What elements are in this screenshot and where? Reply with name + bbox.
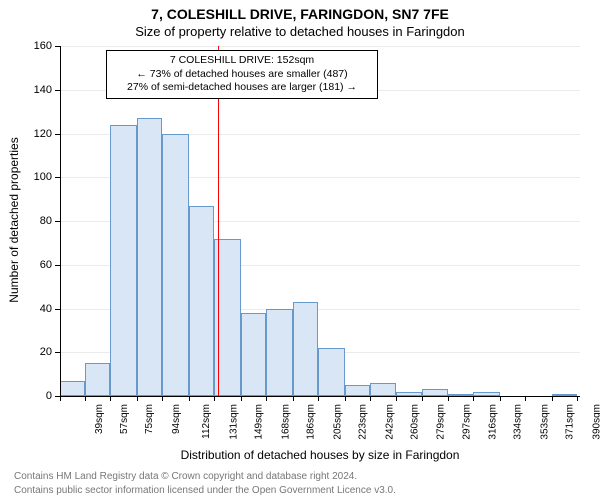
x-tick-label: 149sqm — [254, 404, 265, 440]
y-axis-title: Number of detached properties — [7, 45, 21, 395]
x-tick-label: 186sqm — [306, 404, 317, 440]
chart-title-address: 7, COLESHILL DRIVE, FARINGDON, SN7 7FE — [0, 6, 600, 22]
property-annotation: 7 COLESHILL DRIVE: 152sqm ← 73% of detac… — [106, 50, 378, 99]
y-tick-label: 40 — [26, 303, 52, 315]
x-tick-label: 112sqm — [201, 404, 212, 439]
x-tick-label: 334sqm — [513, 404, 524, 440]
annotation-line-1: 7 COLESHILL DRIVE: 152sqm — [113, 54, 371, 68]
histogram-bar — [318, 348, 345, 396]
x-tick-label: 242sqm — [384, 404, 395, 440]
x-tick-label: 223sqm — [357, 404, 368, 440]
y-tick-label: 120 — [26, 128, 52, 140]
histogram-bar — [60, 381, 85, 396]
y-tick-label: 0 — [26, 390, 52, 402]
footer-line-1: Contains HM Land Registry data © Crown c… — [14, 471, 357, 482]
x-axis-line — [60, 396, 580, 397]
histogram-bar — [162, 134, 189, 397]
y-tick-label: 160 — [26, 40, 52, 52]
histogram-bar — [137, 118, 162, 396]
x-tick-label: 57sqm — [119, 404, 130, 434]
footer-line-2: Contains public sector information licen… — [14, 485, 396, 496]
histogram-bar — [293, 302, 318, 396]
x-tick-label: 75sqm — [144, 404, 155, 434]
y-tick-label: 80 — [26, 215, 52, 227]
histogram-bar — [110, 125, 137, 396]
y-tick-label: 60 — [26, 259, 52, 271]
x-tick-label: 297sqm — [461, 404, 472, 440]
x-tick-label: 390sqm — [592, 404, 600, 440]
annotation-line-3: 27% of semi-detached houses are larger (… — [113, 81, 371, 95]
histogram-bar — [345, 385, 370, 396]
histogram-bar — [370, 383, 397, 396]
x-tick-label: 260sqm — [409, 404, 420, 440]
y-axis-line — [60, 46, 61, 396]
gridline — [60, 46, 580, 47]
histogram-bar — [189, 206, 214, 396]
x-tick-label: 279sqm — [436, 404, 447, 440]
x-tick-label: 316sqm — [488, 404, 499, 440]
x-tick-label: 39sqm — [94, 404, 105, 434]
y-tick-label: 140 — [26, 84, 52, 96]
chart-subtitle: Size of property relative to detached ho… — [0, 24, 600, 39]
histogram-bar — [266, 309, 293, 397]
x-tick-label: 353sqm — [540, 404, 551, 440]
x-tick-label: 371sqm — [565, 404, 576, 440]
annotation-line-2: ← 73% of detached houses are smaller (48… — [113, 68, 371, 82]
histogram-bar — [241, 313, 266, 396]
x-tick-label: 94sqm — [171, 404, 182, 434]
histogram-bar — [85, 363, 110, 396]
chart-container: 7, COLESHILL DRIVE, FARINGDON, SN7 7FE S… — [0, 0, 600, 500]
x-axis-title: Distribution of detached houses by size … — [60, 448, 580, 462]
y-tick-label: 20 — [26, 346, 52, 358]
x-tick-label: 131sqm — [229, 404, 240, 440]
x-tick-label: 205sqm — [332, 404, 343, 440]
x-tick-label: 168sqm — [280, 404, 291, 440]
y-tick-label: 100 — [26, 171, 52, 183]
